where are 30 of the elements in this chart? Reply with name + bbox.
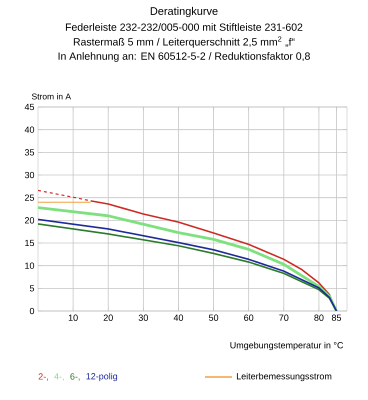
y-tick-label: 15 [25, 240, 34, 246]
x-tick-label: 10 [68, 314, 78, 321]
x-tick-label: 80 [314, 314, 324, 321]
x-tick-label: 30 [138, 314, 148, 321]
text: 2-, [38, 373, 48, 381]
y-tick-label: 5 [30, 285, 34, 292]
x-tick-label: 70 [279, 314, 288, 321]
text: Rastermaß 5 mm / Leiterquerschnitt 2,5 mm$^{2}$ „f“ [74, 36, 295, 48]
x-axis-title: Umgebungstemperatur in °C [230, 342, 344, 350]
y-tick-label: 10 [25, 262, 34, 269]
text: 12-polig [86, 372, 118, 382]
x-tick-label: 20 [104, 314, 113, 321]
y-axis-title: Strom in A [32, 93, 72, 100]
x-tick-label: 50 [208, 314, 218, 321]
text: 4-, [54, 373, 64, 381]
chart-subtitle: Federleiste 232-232/005-000 mit Stiftleiste 231-602 [66, 23, 302, 31]
y-tick-label: 35 [24, 149, 34, 156]
y-tick-label: 45 [24, 104, 34, 110]
y-tick-label: 25 [24, 194, 34, 201]
y-tick-label: 0 [30, 308, 34, 314]
x-tick-label: 40 [174, 314, 184, 321]
legend-label: Leiterbemessungsstrom [236, 372, 332, 382]
y-tick-label: 40 [24, 126, 34, 133]
y-tick-label: 20 [24, 217, 34, 224]
text: In Anlehnung an: EN 60512-5-2 / Reduktionsfaktor 0,8 [58, 52, 310, 62]
y-tick-label: 30 [24, 172, 34, 178]
x-tick-label: 85 [332, 314, 342, 321]
x-tick-label: 60 [244, 314, 254, 321]
chart-title: Deratingkurve [150, 6, 218, 18]
text: 6-, [70, 373, 80, 381]
